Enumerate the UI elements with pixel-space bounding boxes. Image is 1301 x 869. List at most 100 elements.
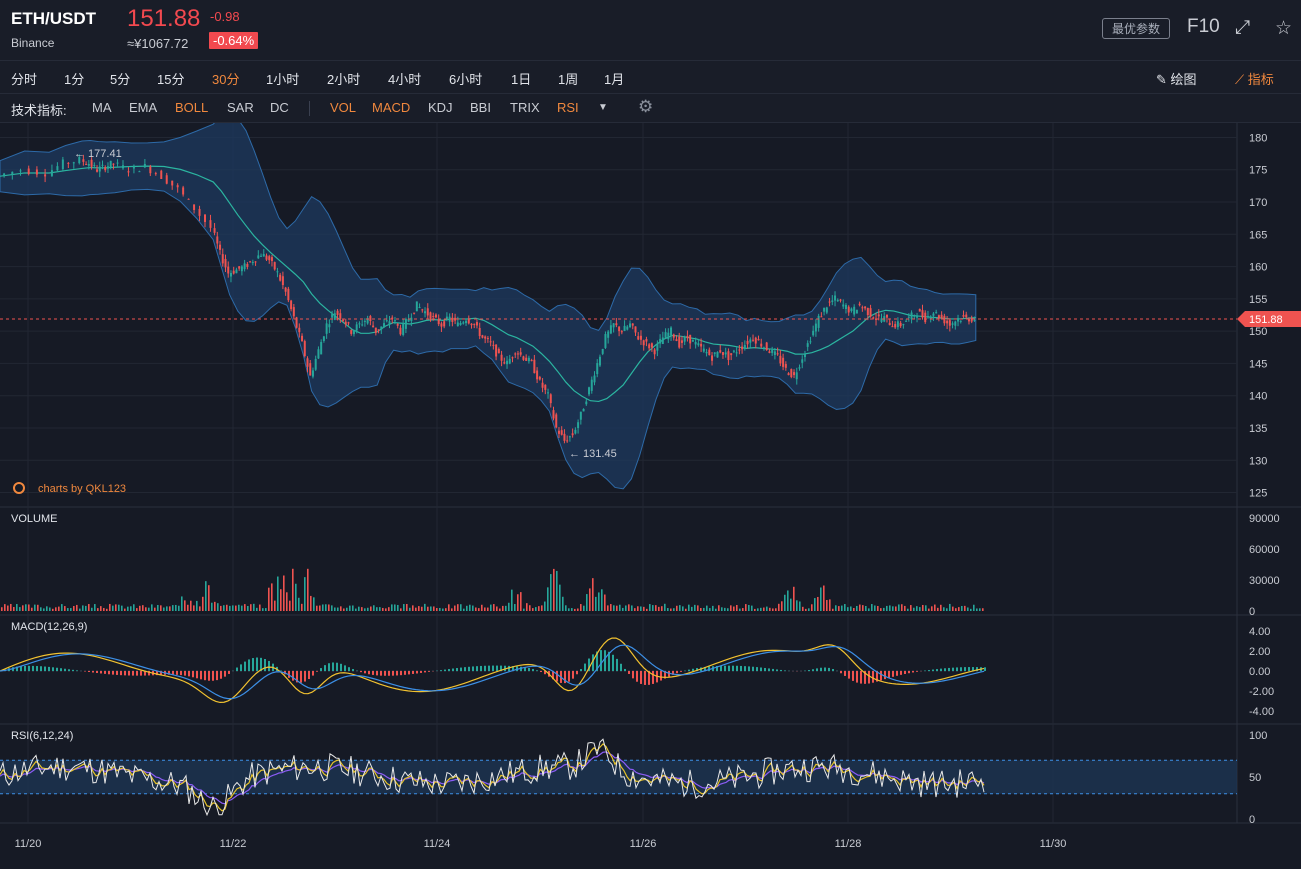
macd-hist-bar <box>516 666 518 671</box>
indicator-bbi[interactable]: BBI <box>470 100 491 115</box>
indicator-boll[interactable]: BOLL <box>175 100 209 115</box>
indicator-macd[interactable]: MACD <box>372 100 411 115</box>
macd-hist-bar <box>196 671 198 679</box>
indicator-vol[interactable]: VOL <box>330 100 357 115</box>
indicator-trix[interactable]: TRIX <box>510 100 540 115</box>
pair-title[interactable]: ETH/USDT <box>11 9 96 28</box>
period-tab-10[interactable]: 1周 <box>558 72 579 87</box>
period-tab-0[interactable]: 分时 <box>11 72 38 87</box>
indicator-ma[interactable]: MA <box>92 100 112 115</box>
chart-area[interactable]: 11/20 11/22 11/24 11/26 11/28 11/30 180 175 170 1… <box>0 123 1301 869</box>
volume-bar <box>835 605 837 611</box>
macd-hist-bar <box>760 667 762 671</box>
period-tab-2[interactable]: 5分 <box>110 72 131 87</box>
candle-body <box>249 261 252 263</box>
candle-body <box>629 323 632 328</box>
macd-hist-bar <box>600 650 602 671</box>
macd-hist-bar <box>172 671 174 675</box>
f10-button[interactable]: F10 <box>1187 16 1220 37</box>
gear-icon[interactable]: ⚙ <box>638 97 654 116</box>
macd-hist-bar <box>72 669 74 671</box>
macd-hist-bar <box>676 671 678 674</box>
indicator-dc[interactable]: DC <box>270 100 289 115</box>
macd-hist-bar <box>364 671 366 674</box>
draw-tool-button[interactable]: ✎ 绘图 <box>1156 72 1197 87</box>
volume-bar <box>67 608 69 611</box>
volume-bar <box>58 606 60 611</box>
volume-bar <box>916 606 918 611</box>
volume-bar <box>55 607 57 611</box>
period-tab-3[interactable]: 15分 <box>157 72 185 87</box>
fullscreen-icon[interactable]: ⤢ <box>1235 17 1251 38</box>
indicator-kdj[interactable]: KDJ <box>428 100 453 115</box>
volume-bar <box>532 608 534 611</box>
volume-bar <box>187 604 189 611</box>
macd-hist-bar <box>660 671 662 681</box>
volume-bar <box>211 602 213 611</box>
candle-body <box>929 317 932 320</box>
macd-hist-bar <box>404 671 406 675</box>
candle-body <box>235 269 238 274</box>
candle-body <box>533 359 536 374</box>
period-tab-5[interactable]: 1小时 <box>266 72 300 87</box>
volume-bar <box>79 608 81 611</box>
macd-hist-bar <box>692 668 694 671</box>
volume-bar <box>472 605 474 611</box>
macd-hist-bar <box>104 671 106 674</box>
period-tab-8[interactable]: 6小时 <box>449 72 483 87</box>
candle-body <box>670 327 673 336</box>
high-annotation: ← 177.41 <box>74 148 122 160</box>
macd-hist-bar <box>952 667 954 671</box>
candle-body <box>645 339 648 342</box>
candle-body <box>284 287 287 292</box>
period-tab-6[interactable]: 2小时 <box>327 72 361 87</box>
volume-bar <box>877 605 879 611</box>
volume-bar <box>691 606 693 611</box>
candle-body <box>798 367 801 369</box>
volume-bar <box>850 606 852 611</box>
macd-hist-bar <box>932 669 934 671</box>
period-tab-9[interactable]: 1日 <box>511 72 532 87</box>
more-dropdown-icon[interactable]: ▼ <box>598 102 608 113</box>
macd-hist-bar <box>964 667 966 671</box>
macd-hist-bar <box>620 663 622 671</box>
volume-bar <box>523 608 525 611</box>
candle-body <box>407 319 410 322</box>
candle-body <box>229 272 232 277</box>
candle-body <box>656 343 659 351</box>
candle-body <box>396 323 399 326</box>
period-tab-7[interactable]: 4小时 <box>388 72 422 87</box>
indicator-ema[interactable]: EMA <box>129 100 158 115</box>
macd-hist-bar <box>408 671 410 675</box>
candle-body <box>924 312 927 323</box>
period-tab-4[interactable]: 30分 <box>212 72 240 87</box>
y-tick-rsi: 50 <box>1249 772 1261 784</box>
candle-body <box>339 313 342 319</box>
candle-body <box>98 166 101 172</box>
volume-bar <box>400 608 402 611</box>
indicator-sar[interactable]: SAR <box>227 100 254 115</box>
volume-bar <box>976 608 978 611</box>
volume-bar <box>526 603 528 611</box>
indicator-tool-button[interactable]: ⟋ 指标 <box>1235 72 1274 87</box>
candle-body <box>454 317 457 321</box>
period-tab-1[interactable]: 1分 <box>64 72 85 87</box>
period-tab-11[interactable]: 1月 <box>604 72 625 87</box>
best-params-button[interactable]: 最优参数 <box>1102 18 1171 39</box>
indicator-rsi[interactable]: RSI <box>557 100 579 115</box>
volume-bar <box>391 604 393 611</box>
volume-bar <box>577 608 579 611</box>
volume-bar <box>463 608 465 611</box>
volume-bar <box>283 575 285 611</box>
volume-bar <box>739 608 741 611</box>
candle-body <box>899 322 902 327</box>
candle-body <box>973 319 976 321</box>
volume-bar <box>592 578 594 611</box>
y-tick-main: 130 <box>1249 455 1267 467</box>
volume-bar <box>697 605 699 611</box>
star-icon[interactable]: ☆ <box>1275 18 1293 39</box>
candle-body <box>96 169 99 172</box>
x-tick-label: 11/28 <box>835 838 862 850</box>
volume-bar <box>160 605 162 611</box>
volume-bar <box>208 585 210 611</box>
